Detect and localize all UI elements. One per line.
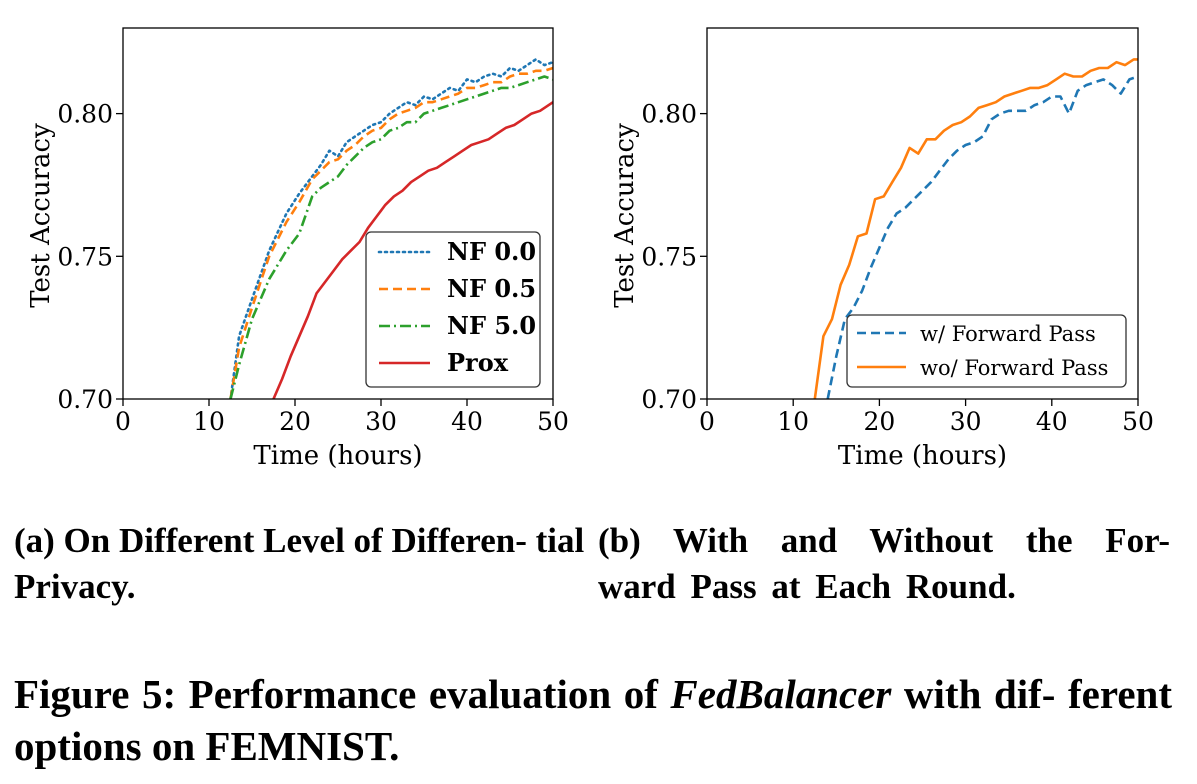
legend-label: NF 5.0 [447, 311, 536, 340]
y-tick-label: 0.80 [57, 100, 113, 129]
legend-box [846, 314, 1127, 388]
y-tick-label: 0.75 [57, 242, 113, 271]
y-tick-label: 0.75 [641, 242, 697, 271]
series-line-1 [229, 66, 553, 399]
x-tick-label: 50 [537, 407, 569, 436]
plot-frame [122, 27, 554, 400]
legend-label: wo/ Forward Pass [920, 356, 1108, 380]
series-line-0 [229, 58, 553, 399]
caption-prefix: Figure 5: Performance evaluation of [14, 671, 671, 717]
x-tick-label: 0 [699, 407, 715, 436]
x-tick-label: 20 [863, 407, 895, 436]
series-line-3 [272, 101, 553, 399]
caption-suffix: with dif- ferent options on FEMNIST. [14, 671, 1172, 769]
series-line-2 [229, 75, 553, 399]
y-axis-label: Test Accuracy [610, 123, 640, 308]
subcaption-a: (a) On Different Level of Differen- tial… [14, 521, 585, 606]
legend-box [365, 231, 541, 388]
x-tick-label: 40 [1036, 407, 1068, 436]
x-tick-label: 50 [1122, 407, 1154, 436]
y-tick-label: 0.80 [641, 100, 697, 129]
legend-label: Prox [447, 348, 509, 377]
y-tick-label: 0.70 [641, 385, 697, 414]
x-axis-label: Time (hours) [253, 441, 422, 471]
legend-label: w/ Forward Pass [920, 322, 1096, 346]
figure-charts: 0 10 20 30 40 50 0.70 0.75 0.80 Time (hours) Test … [26, 27, 1154, 471]
series-line-0 [826, 75, 1138, 399]
x-tick-label: 40 [451, 407, 483, 436]
x-axis-label: Time (hours) [838, 441, 1007, 471]
x-tick-label: 0 [115, 407, 131, 436]
x-tick-label: 10 [193, 407, 225, 436]
chart-b: 0 10 20 30 40 50 0.70 0.75 0.80 Time (hours) Test … [610, 27, 1154, 471]
y-tick-label: 0.70 [57, 385, 113, 414]
legend-label: NF 0.0 [447, 237, 536, 266]
subcaption-b: (b) With and Without the For- ward Pass … [598, 521, 1170, 606]
y-axis-label: Test Accuracy [26, 123, 56, 308]
caption-emph: FedBalancer [670, 671, 892, 717]
chart-a: 0 10 20 30 40 50 0.70 0.75 0.80 Time (hours) Test … [26, 27, 569, 471]
x-tick-label: 10 [777, 407, 809, 436]
plot-frame [706, 27, 1139, 400]
series-line-1 [813, 58, 1138, 399]
figure-caption: Figure 5: Performance evaluation of FedB… [14, 668, 1172, 772]
x-tick-label: 30 [365, 407, 397, 436]
x-tick-label: 20 [279, 407, 311, 436]
legend-label: NF 0.5 [447, 274, 536, 303]
x-tick-label: 30 [950, 407, 982, 436]
